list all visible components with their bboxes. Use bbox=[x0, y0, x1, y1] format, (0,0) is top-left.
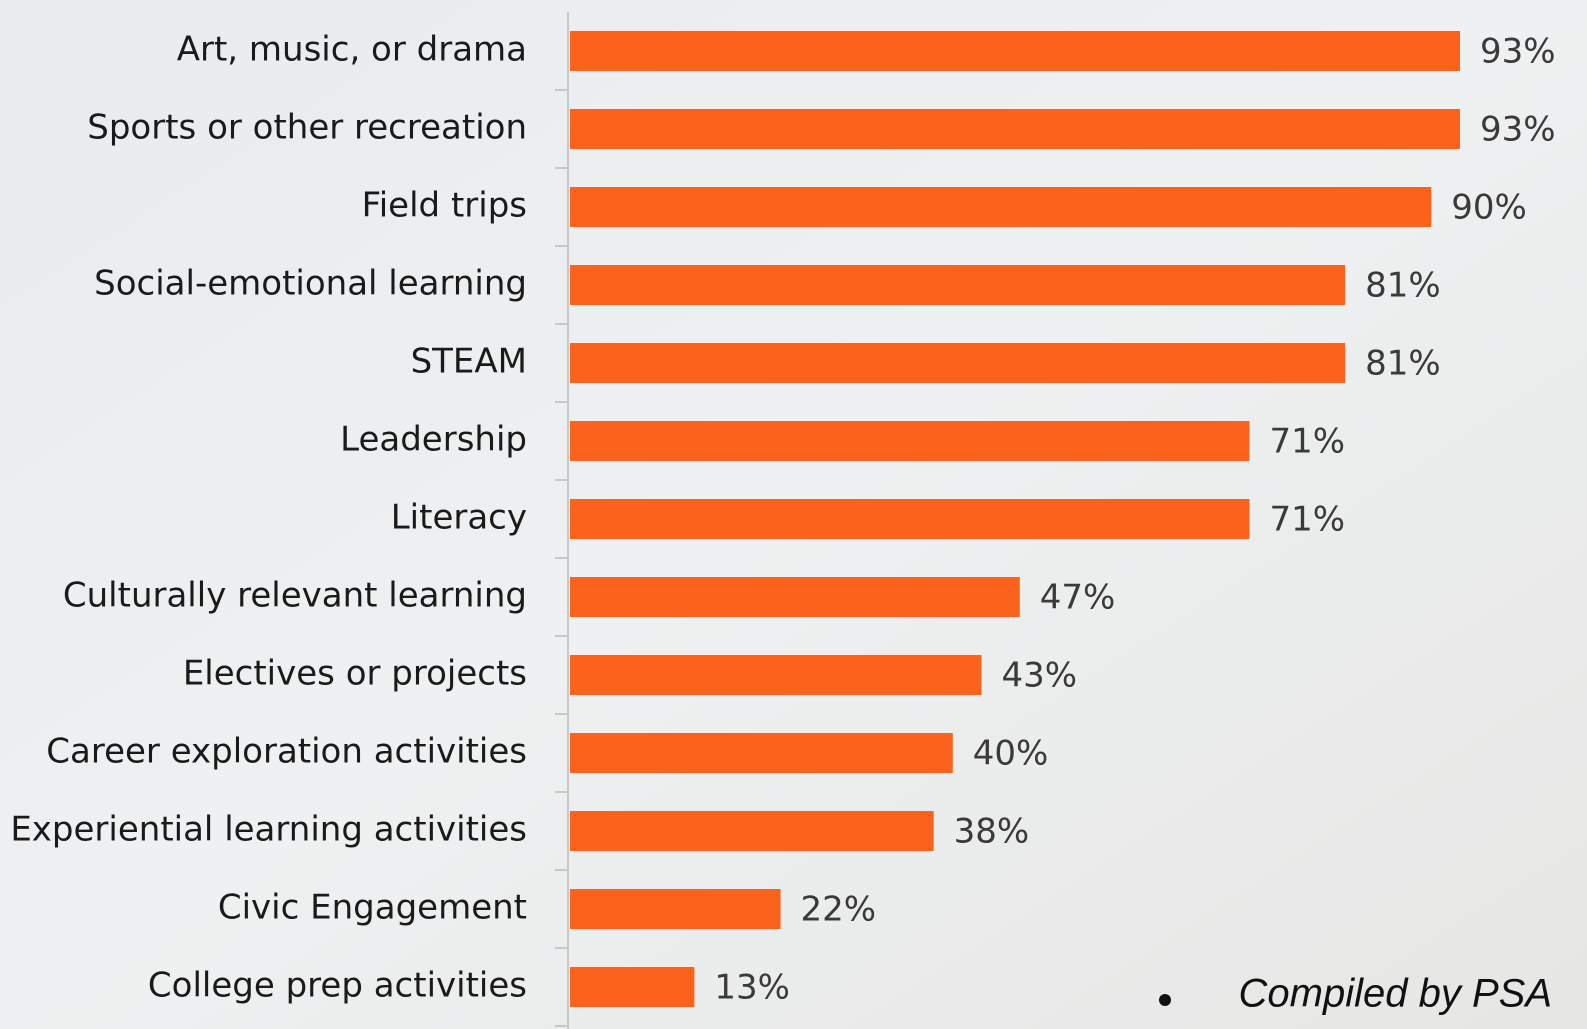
category-label: Culturally relevant learning bbox=[63, 576, 527, 616]
chart: Compiled by PSA Art, music, or drama 93% S… bbox=[0, 0, 1587, 1029]
value-label: 81% bbox=[1365, 344, 1441, 384]
bar bbox=[570, 733, 953, 773]
bar bbox=[570, 31, 1460, 71]
bar bbox=[570, 577, 1020, 617]
category-label: Sports or other recreation bbox=[87, 108, 527, 148]
bar bbox=[570, 109, 1460, 149]
bar bbox=[570, 499, 1249, 539]
category-label: Experiential learning activities bbox=[10, 810, 527, 850]
value-label: 47% bbox=[1040, 578, 1116, 618]
value-label: 38% bbox=[954, 812, 1030, 852]
bar bbox=[570, 655, 982, 695]
annotation: Compiled by PSA bbox=[1239, 972, 1552, 1016]
bar bbox=[570, 343, 1345, 383]
value-label: 71% bbox=[1269, 500, 1345, 540]
bar bbox=[570, 187, 1431, 227]
category-label: Leadership bbox=[340, 420, 527, 460]
category-label: Social-emotional learning bbox=[94, 264, 527, 304]
bar bbox=[570, 811, 934, 851]
category-label: College prep activities bbox=[148, 966, 527, 1006]
value-label: 93% bbox=[1480, 32, 1556, 72]
value-label: 43% bbox=[1002, 656, 1078, 696]
page: {"chart_data": {"type": "bar", "orientat… bbox=[0, 0, 1587, 1029]
bar bbox=[570, 889, 781, 929]
value-label: 90% bbox=[1451, 188, 1527, 228]
value-label: 71% bbox=[1269, 422, 1345, 462]
bar bbox=[570, 967, 694, 1007]
category-label: Electives or projects bbox=[183, 654, 527, 694]
category-label: Field trips bbox=[362, 186, 527, 226]
bullet bbox=[1159, 994, 1171, 1006]
bar bbox=[570, 265, 1345, 305]
value-label: 22% bbox=[801, 890, 877, 930]
category-label: Art, music, or drama bbox=[177, 30, 527, 70]
category-label: Literacy bbox=[391, 498, 527, 538]
category-label: STEAM bbox=[411, 342, 527, 382]
value-label: 13% bbox=[714, 968, 790, 1008]
value-label: 40% bbox=[973, 734, 1049, 774]
category-label: Civic Engagement bbox=[218, 888, 527, 928]
value-label: 81% bbox=[1365, 266, 1441, 306]
value-label: 93% bbox=[1480, 110, 1556, 150]
bar bbox=[570, 421, 1249, 461]
category-label: Career exploration activities bbox=[46, 732, 527, 772]
